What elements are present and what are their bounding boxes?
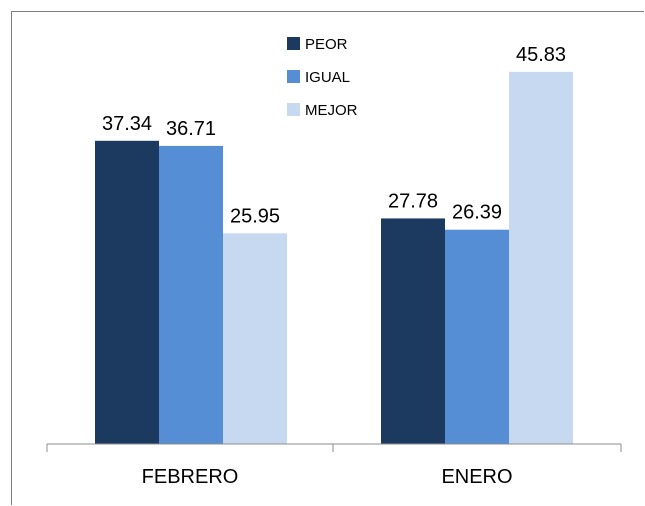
bar-mejor-febrero [223,233,287,444]
bar-peor-febrero [95,140,159,444]
value-label-mejor-febrero: 25.95 [230,205,280,227]
legend-label-mejor: MEJOR [305,102,358,119]
value-label-mejor-enero: 45.83 [516,44,566,66]
category-label-enero: ENERO [441,466,512,488]
bar-igual-enero [445,229,509,444]
value-label-peor-febrero: 37.34 [102,113,152,135]
bar-mejor-enero [509,71,573,444]
bar-peor-enero [381,218,445,444]
value-label-igual-enero: 26.39 [452,202,502,224]
value-label-igual-febrero: 36.71 [166,118,216,140]
legend-swatch-peor [287,37,300,50]
legend-label-peor: PEOR [305,36,348,53]
value-label-peor-enero: 27.78 [388,190,438,212]
bar-igual-febrero [159,145,223,444]
legend-label-igual: IGUAL [305,69,350,86]
category-label-febrero: FEBRERO [142,466,239,488]
legend-swatch-igual [287,70,300,83]
legend-swatch-mejor [287,103,300,116]
